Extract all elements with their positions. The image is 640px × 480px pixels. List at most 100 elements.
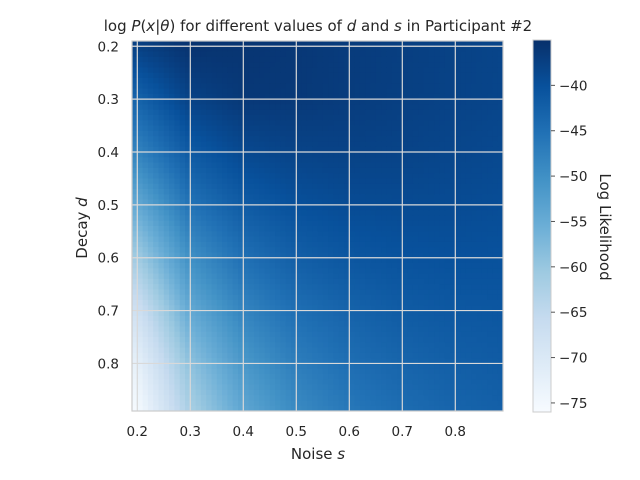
heatmap-cell (407, 300, 414, 306)
heatmap-cell (338, 337, 345, 343)
heatmap-cell (291, 310, 297, 317)
heatmap-cell (280, 337, 287, 343)
heatmap-cell (391, 347, 398, 354)
heatmap-cell (163, 358, 170, 364)
heatmap-cell (338, 315, 345, 322)
heatmap-cell (381, 204, 387, 211)
heatmap-cell (344, 220, 350, 227)
heatmap-cell (190, 268, 196, 274)
heatmap-cell (333, 136, 340, 142)
heatmap-cell (492, 231, 499, 237)
heatmap-cell (179, 115, 186, 121)
heatmap-cell (147, 183, 154, 190)
heatmap-cell (174, 289, 181, 296)
heatmap-cell (222, 263, 228, 269)
heatmap-cell (460, 194, 467, 200)
heatmap-cell (291, 104, 297, 111)
heatmap-cell (492, 125, 499, 132)
heatmap-cell (497, 99, 504, 105)
heatmap-cell (375, 83, 382, 89)
heatmap-cell (370, 268, 377, 274)
heatmap-cell (269, 342, 276, 348)
heatmap-cell (349, 400, 355, 407)
heatmap-cell (296, 56, 302, 63)
heatmap-cell (238, 226, 244, 232)
heatmap-cell (227, 363, 234, 370)
heatmap-cell (497, 83, 504, 89)
heatmap-cell (185, 189, 191, 195)
heatmap-cell (423, 241, 430, 248)
heatmap-cell (248, 268, 255, 274)
heatmap-cell (338, 374, 345, 380)
heatmap-cell (497, 199, 504, 206)
heatmap-cell (381, 109, 387, 116)
heatmap-cell (344, 342, 350, 348)
heatmap-cell (174, 263, 181, 269)
heatmap-cell (481, 231, 488, 237)
heatmap-cell (322, 363, 329, 370)
heatmap-cell (428, 321, 435, 327)
heatmap-cell (476, 173, 483, 179)
heatmap-cell (476, 194, 483, 200)
heatmap-cell (370, 141, 377, 148)
heatmap-cell (222, 215, 228, 222)
heatmap-cell (206, 199, 212, 206)
heatmap-cell (333, 46, 340, 52)
x-tick-label: 0.2 (127, 424, 148, 440)
heatmap-cell (259, 395, 265, 401)
heatmap-cell (402, 342, 408, 348)
heatmap-cell (142, 305, 149, 311)
heatmap-cell (344, 130, 350, 137)
heatmap-cell (476, 257, 483, 264)
heatmap-cell (211, 167, 218, 174)
heatmap-cell (264, 326, 271, 333)
heatmap-cell (275, 331, 281, 338)
heatmap-cell (227, 337, 234, 343)
heatmap-cell (402, 215, 408, 222)
heatmap-cell (492, 241, 499, 248)
heatmap-cell (418, 56, 424, 63)
heatmap-cell (428, 273, 435, 280)
heatmap-cell (344, 347, 350, 354)
heatmap-cell (232, 226, 239, 232)
heatmap-cell (476, 178, 483, 185)
heatmap-cell (497, 400, 504, 407)
heatmap-cell (137, 389, 143, 396)
heatmap-cell (269, 405, 276, 412)
heatmap-cell (306, 204, 313, 211)
heatmap-cell (328, 241, 334, 248)
heatmap-cell (227, 389, 234, 396)
heatmap-cell (439, 300, 446, 306)
heatmap-cell (418, 189, 424, 195)
heatmap-cell (412, 157, 419, 163)
heatmap-cell (280, 374, 287, 380)
heatmap-cell (487, 363, 493, 370)
heatmap-cell (402, 374, 408, 380)
heatmap-cell (386, 400, 393, 407)
heatmap-cell (418, 310, 424, 317)
heatmap-cell (365, 157, 371, 163)
heatmap-cell (301, 41, 308, 47)
heatmap-cell (317, 278, 324, 285)
heatmap-cell (206, 152, 212, 158)
heatmap-cell (328, 247, 334, 253)
heatmap-cell (301, 189, 308, 195)
heatmap-cell (349, 273, 355, 280)
heatmap-cell (285, 162, 292, 169)
heatmap-cell (232, 268, 239, 274)
heatmap-cell (354, 215, 361, 222)
heatmap-cell (487, 358, 493, 364)
heatmap-cell (397, 389, 403, 396)
heatmap-cell (137, 83, 143, 89)
heatmap-cell (195, 358, 202, 364)
heatmap-cell (174, 305, 181, 311)
heatmap-cell (306, 347, 313, 354)
heatmap-cell (232, 326, 239, 333)
heatmap-cell (487, 130, 493, 137)
heatmap-cell (418, 352, 424, 359)
heatmap-cell (397, 72, 403, 79)
heatmap-cell (450, 162, 456, 169)
heatmap-cell (497, 347, 504, 354)
heatmap-cell (253, 189, 260, 195)
heatmap-cell (248, 173, 255, 179)
